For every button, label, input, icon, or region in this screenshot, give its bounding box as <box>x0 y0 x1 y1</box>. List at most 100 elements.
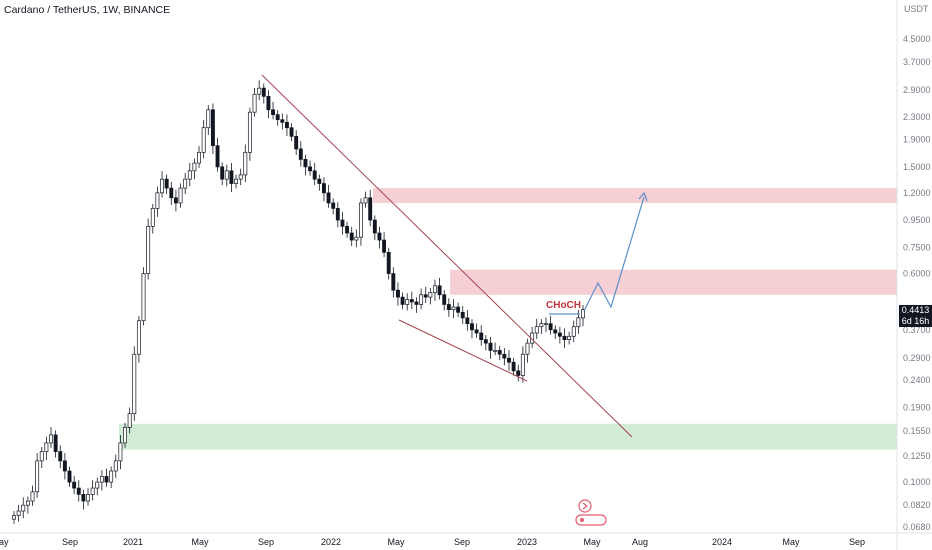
tradingview-logo-icon <box>575 499 607 526</box>
candle-body-35 <box>173 197 178 204</box>
candle-body-88 <box>419 294 424 305</box>
candle-body-45 <box>220 166 225 180</box>
candle-body-62 <box>298 148 303 160</box>
candle-body-2 <box>21 504 26 512</box>
candle-body-67 <box>321 183 326 194</box>
candle-body-22 <box>113 460 118 472</box>
candle-body-18 <box>95 481 100 489</box>
candle-body-58 <box>280 119 285 123</box>
y-tick-label-9: 0.6000 <box>903 269 931 279</box>
y-tick-label-12: 0.2900 <box>903 353 931 363</box>
candle-body-55 <box>266 95 271 111</box>
candle-body-21 <box>109 470 114 483</box>
candle-body-47 <box>229 170 234 184</box>
descending-trendline <box>261 74 633 438</box>
candle-body-70 <box>335 208 340 221</box>
candle-body-10 <box>58 451 63 462</box>
candle-body-34 <box>169 187 174 199</box>
candle-body-61 <box>294 135 299 150</box>
candle-body-9 <box>53 434 58 452</box>
candle-body-48 <box>234 178 238 184</box>
candle-body-33 <box>164 178 169 189</box>
last-price-badge: 0.4413 6d 16h <box>899 305 932 327</box>
candle-body-36 <box>178 187 183 204</box>
y-tick-label-7: 0.9500 <box>903 215 931 225</box>
candle-body-104 <box>493 350 498 352</box>
candle-body-32 <box>160 178 164 194</box>
x-tick-label-13: Sep <box>849 537 865 547</box>
candle-body-122 <box>576 317 581 328</box>
x-tick-label-4: Sep <box>258 537 274 547</box>
y-tick-label-8: 0.7500 <box>903 243 931 253</box>
x-tick-label-12: May <box>782 537 800 547</box>
candle-body-118 <box>557 332 562 337</box>
candle-body-25 <box>127 413 132 428</box>
candle-body-87 <box>414 301 419 305</box>
choch-label: CHoCH <box>546 300 581 311</box>
candle-body-121 <box>571 326 576 337</box>
y-tick-label-17: 0.1000 <box>903 477 931 487</box>
x-tick-label-11: 2024 <box>712 537 732 547</box>
candle-body-83 <box>396 289 400 298</box>
candle-body-65 <box>312 170 317 180</box>
x-tick-label-7: Sep <box>454 537 470 547</box>
candle-body-110 <box>520 353 525 376</box>
x-tick-label-2: 2021 <box>123 537 143 547</box>
candle-body-85 <box>405 299 410 305</box>
candle-body-49 <box>238 174 243 180</box>
candle-body-96 <box>456 306 461 313</box>
candle-body-0 <box>12 515 16 520</box>
candle-body-74 <box>354 236 359 241</box>
y-tick-label-1: 3.7000 <box>903 57 931 67</box>
candle-body-68 <box>326 192 331 204</box>
candle-body-11 <box>62 460 67 472</box>
candle-body-115 <box>544 323 548 326</box>
y-tick-label-15: 0.1550 <box>903 426 931 436</box>
candle-body-64 <box>308 166 313 172</box>
candle-body-31 <box>155 192 160 209</box>
candle-body-23 <box>118 442 123 462</box>
x-tick-label-5: 2022 <box>321 537 341 547</box>
candle-body-95 <box>451 306 456 310</box>
candle-body-40 <box>197 151 201 164</box>
candle-body-4 <box>30 491 35 502</box>
candle-body-39 <box>192 162 197 172</box>
candle-body-100 <box>474 329 479 334</box>
candle-body-90 <box>428 292 433 298</box>
last-price-value: 0.4413 <box>901 305 930 315</box>
x-tick-label-1: Sep <box>62 537 78 547</box>
y-tick-label-19: 0.0680 <box>903 522 931 532</box>
candle-body-5 <box>35 460 40 493</box>
candle-body-7 <box>44 442 49 452</box>
candle-body-56 <box>271 109 276 115</box>
last-price-countdown: 6d 16h <box>901 316 930 326</box>
x-tick-label-0: May <box>0 537 9 547</box>
candle-body-119 <box>562 335 567 341</box>
candle-body-60 <box>289 127 294 137</box>
candle-body-6 <box>39 451 44 462</box>
candle-body-30 <box>150 208 155 227</box>
supply-zone-0 <box>373 188 897 203</box>
x-tick-label-3: May <box>191 537 209 547</box>
candle-body-54 <box>261 87 266 97</box>
candle-body-117 <box>553 329 558 334</box>
candle-body-28 <box>141 273 146 322</box>
candle-body-75 <box>359 202 363 238</box>
candle-body-77 <box>368 197 373 221</box>
candle-body-19 <box>99 476 104 483</box>
candle-body-114 <box>539 323 544 328</box>
candle-body-8 <box>49 434 53 444</box>
candle-body-113 <box>534 326 539 334</box>
candle-body-50 <box>243 151 248 176</box>
candle-body-15 <box>81 494 86 502</box>
y-tick-label-4: 1.9000 <box>903 134 931 144</box>
candle-body-84 <box>400 296 405 305</box>
candle-body-44 <box>215 145 220 168</box>
candle-body-76 <box>363 197 368 204</box>
candle-body-41 <box>201 127 206 153</box>
x-tick-label-8: 2023 <box>517 537 537 547</box>
candle-body-57 <box>275 114 280 121</box>
y-tick-label-3: 2.3000 <box>903 112 931 122</box>
candle-body-81 <box>386 251 391 274</box>
